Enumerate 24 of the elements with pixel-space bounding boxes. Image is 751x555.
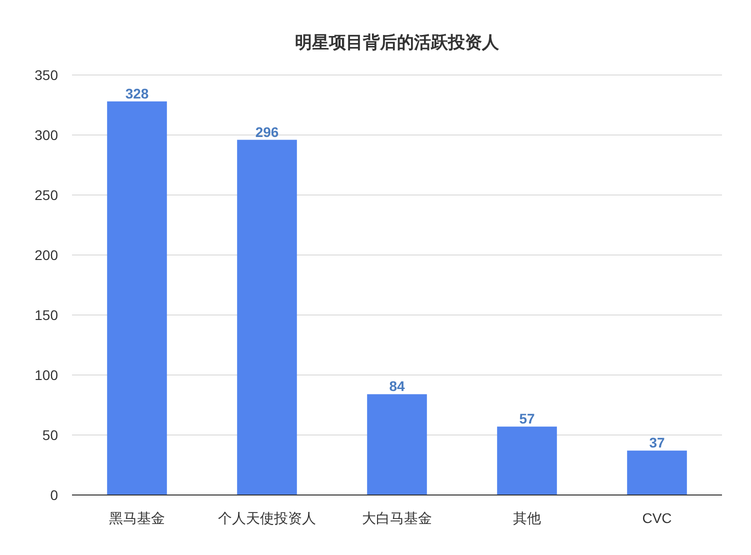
data-label: 37 [649, 434, 665, 451]
data-label: 328 [125, 85, 149, 102]
x-tick-label: 其他 [513, 510, 541, 526]
y-tick-label: 0 [50, 487, 58, 503]
bar [497, 426, 557, 495]
x-tick-label: 个人天使投资人 [218, 510, 316, 526]
y-tick-label: 100 [34, 367, 58, 383]
x-tick-label: 黑马基金 [109, 510, 165, 526]
bar [367, 394, 427, 495]
y-tick-label: 200 [34, 247, 58, 263]
bar [627, 450, 687, 495]
y-tick-label: 50 [42, 427, 58, 443]
bar [237, 140, 297, 495]
chart-title: 明星项目背后的活跃投资人 [295, 33, 500, 52]
x-tick-label: 大白马基金 [362, 510, 432, 526]
bar [107, 101, 167, 495]
x-tick-label: CVC [642, 510, 672, 526]
data-label: 296 [255, 124, 279, 140]
data-label: 84 [389, 378, 405, 394]
y-tick-label: 250 [34, 187, 58, 203]
y-tick-label: 150 [34, 307, 58, 323]
data-label: 57 [519, 410, 535, 427]
y-tick-label: 300 [34, 127, 58, 143]
y-tick-label: 350 [34, 67, 58, 83]
